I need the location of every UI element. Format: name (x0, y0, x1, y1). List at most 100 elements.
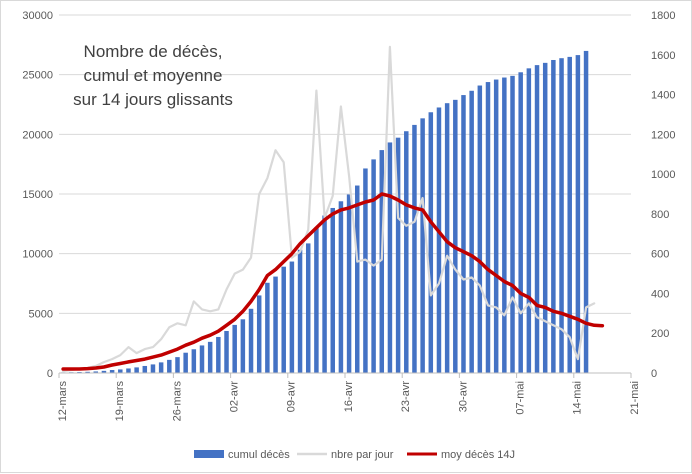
bar-cumul (93, 371, 99, 373)
bar-cumul (224, 330, 229, 373)
bar-cumul (101, 370, 107, 373)
x-tick-label: 09-avr (286, 381, 298, 413)
bar-cumul (518, 72, 523, 373)
y-right-tick-label: 0 (651, 368, 657, 380)
legend-label: cumul décès (228, 449, 290, 461)
bar-cumul (444, 103, 450, 374)
bar-cumul (363, 168, 368, 373)
title-line-3: sur 14 jours glissants (73, 90, 233, 109)
bar-cumul (502, 77, 507, 373)
y-left-tick-label: 15000 (22, 189, 53, 201)
bar-cumul (142, 365, 148, 373)
title-line-1: Nombre de décès, (84, 42, 223, 61)
bar-cumul (551, 59, 556, 373)
bar-cumul (428, 112, 434, 374)
y-right-tick-label: 1800 (651, 10, 675, 22)
bar-cumul (207, 341, 213, 373)
bar-cumul (265, 282, 270, 373)
bar-cumul (575, 55, 581, 373)
x-tick-label: 16-avr (343, 381, 355, 413)
line-moyenne-14j (61, 192, 605, 371)
bar-cumul (534, 65, 540, 374)
line-series (61, 45, 605, 373)
x-tick-label: 12-mars (57, 381, 69, 422)
y-right-tick-label: 200 (651, 328, 669, 340)
y-left-tick-label: 30000 (22, 10, 53, 22)
bar-cumul (232, 324, 237, 373)
bar-cumul (453, 99, 458, 373)
bar-cumul (150, 364, 156, 373)
bar-cumul (395, 137, 401, 373)
bar-cumul (583, 50, 589, 373)
legend: cumul décès nbre par jour moy décès 14J (194, 449, 515, 461)
y-right-tick-label: 400 (651, 288, 669, 300)
bar-cumul (191, 349, 197, 373)
line-nbre-par-jour (61, 45, 596, 373)
y-right-tick-label: 1600 (651, 50, 675, 62)
bar-cumul (330, 207, 335, 373)
bar-cumul (314, 227, 319, 373)
bar-cumul (216, 336, 221, 373)
bar-cumul (167, 359, 172, 373)
y-right-tick-label: 600 (651, 249, 669, 261)
bar-cumul (559, 58, 564, 373)
bar-cumul (175, 357, 180, 373)
y-left-tick-label: 0 (47, 368, 53, 380)
bar-cumul (281, 266, 286, 373)
x-tick-label: 21-mai (629, 381, 641, 415)
y-right-tick-label: 1400 (651, 90, 675, 102)
bar-cumul (542, 62, 548, 374)
x-tick-label: 14-mai (572, 381, 584, 415)
bar-cumul (346, 194, 352, 373)
x-tick-label: 30-avr (457, 381, 469, 413)
y-left-tick-label: 10000 (22, 249, 53, 261)
bar-cumul (109, 370, 115, 373)
bar-cumul (158, 362, 164, 373)
bar-cumul (355, 185, 360, 373)
bar-cumul (305, 243, 311, 373)
y-right-tick-label: 1200 (651, 129, 675, 141)
bar-cumul (338, 201, 344, 373)
bar-cumul (199, 345, 205, 373)
bar-cumul (387, 142, 393, 373)
bar-cumul (477, 85, 483, 373)
bar-cumul (322, 215, 327, 373)
x-tick-label: 26-mars (171, 381, 183, 422)
bar-cumul (134, 367, 139, 373)
bar-cumul (256, 295, 262, 373)
bar-cumul (461, 95, 466, 374)
bar-cumul (510, 75, 515, 374)
bar-cumul (469, 90, 474, 373)
bar-cumul (420, 118, 425, 373)
bar-cumul (273, 276, 278, 373)
x-tick-label: 19-mars (114, 381, 126, 422)
legend-label: nbre par jour (331, 449, 394, 461)
bar-cumul (248, 308, 254, 373)
bar-cumul (240, 319, 246, 373)
axes: 0 5000 10000 15000 20000 25000 30000 0 200 400 600… (22, 10, 675, 421)
y-right-tick-label: 800 (651, 209, 669, 221)
bar-cumul (85, 371, 90, 373)
bar-cumul (297, 249, 303, 373)
bar-cumul (289, 261, 295, 373)
x-tick-label: 02-avr (229, 381, 241, 413)
bar-series-cumul (60, 50, 589, 374)
chart-title: Nombre de décès, cumul et moyenne sur 14… (73, 42, 233, 109)
x-tick-label: 23-avr (400, 381, 412, 413)
bar-cumul (379, 150, 385, 373)
legend-label: moy décès 14J (441, 449, 515, 461)
legend-swatch-bar (194, 450, 224, 458)
y-left-tick-label: 5000 (29, 308, 53, 320)
y-left-tick-label: 20000 (22, 129, 53, 141)
bar-cumul (183, 352, 188, 373)
y-right-tick-label: 1000 (651, 169, 675, 181)
title-line-2: cumul et moyenne (84, 66, 223, 85)
bar-cumul (493, 79, 499, 374)
bar-cumul (118, 369, 123, 373)
bar-cumul (567, 56, 572, 374)
bar-cumul (526, 68, 532, 373)
bar-cumul (126, 368, 131, 373)
bar-cumul (436, 107, 442, 373)
